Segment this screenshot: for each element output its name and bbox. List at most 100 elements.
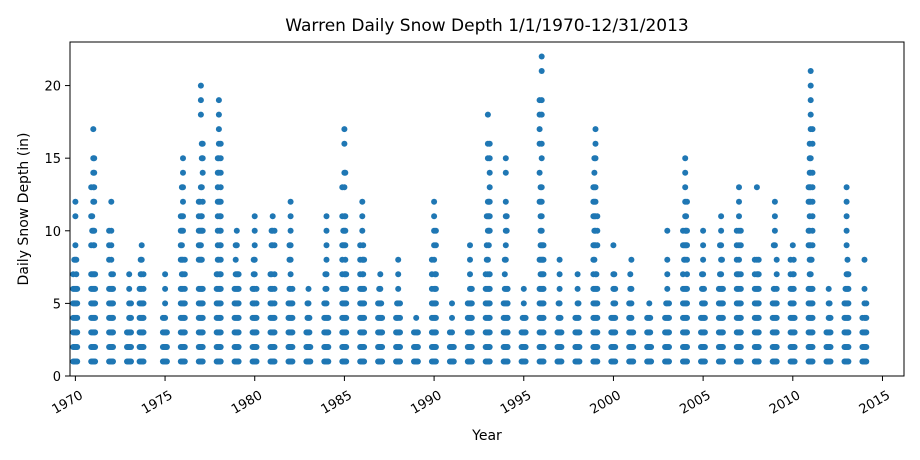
data-point — [359, 227, 366, 234]
data-point — [558, 329, 565, 336]
data-point — [432, 285, 439, 292]
data-point — [181, 344, 188, 350]
data-point — [736, 198, 742, 205]
data-point — [110, 329, 116, 336]
data-point — [666, 344, 672, 350]
data-point — [594, 242, 601, 249]
data-point — [108, 256, 115, 263]
data-point — [809, 227, 816, 234]
data-point — [468, 285, 475, 292]
data-point — [343, 344, 350, 350]
data-point — [91, 227, 98, 234]
data-point — [217, 256, 224, 263]
data-point — [180, 169, 186, 176]
data-point — [666, 329, 672, 336]
data-point — [162, 271, 169, 278]
data-point — [486, 358, 493, 365]
data-point — [504, 358, 511, 365]
chart-title: Warren Daily Snow Depth 1/1/1970-12/31/2… — [285, 16, 688, 36]
data-point — [379, 358, 386, 365]
data-point — [215, 111, 222, 118]
data-point — [592, 140, 599, 147]
data-point — [773, 271, 780, 278]
data-point — [501, 271, 508, 278]
data-point — [289, 285, 296, 292]
data-point — [432, 300, 439, 307]
x-tick-label: 1990 — [408, 388, 444, 418]
data-point — [556, 271, 563, 278]
data-point — [343, 314, 350, 321]
data-point — [379, 329, 386, 336]
data-point — [540, 314, 547, 321]
data-point — [251, 256, 258, 263]
data-point — [74, 358, 81, 365]
data-point — [307, 358, 314, 365]
data-point — [719, 329, 726, 336]
data-point — [592, 184, 599, 191]
data-point — [755, 344, 762, 350]
data-point — [861, 256, 868, 263]
data-point — [504, 344, 511, 350]
data-point — [628, 256, 635, 263]
data-point — [664, 256, 671, 263]
data-point — [450, 358, 457, 365]
data-point — [612, 300, 619, 307]
data-point — [503, 213, 510, 220]
data-point — [719, 358, 726, 365]
data-point — [92, 285, 99, 292]
data-point — [235, 300, 242, 307]
data-point — [863, 300, 870, 307]
data-point — [217, 227, 224, 234]
data-point — [414, 358, 421, 365]
data-point — [773, 256, 780, 263]
data-point — [361, 344, 368, 350]
data-point — [198, 213, 205, 220]
data-point — [718, 242, 725, 249]
data-point — [199, 169, 206, 176]
data-point — [684, 227, 690, 234]
data-point — [594, 285, 601, 292]
data-point — [199, 314, 206, 321]
data-point — [843, 227, 850, 234]
data-point — [540, 344, 547, 350]
data-point — [773, 344, 780, 350]
data-point — [343, 358, 350, 365]
data-point — [359, 213, 366, 220]
data-point — [790, 256, 797, 263]
data-point — [325, 314, 332, 321]
data-point — [486, 155, 493, 162]
data-point — [558, 358, 565, 365]
data-point — [91, 155, 98, 162]
data-point — [646, 300, 653, 307]
data-point — [449, 329, 455, 336]
x-axis-ticks: 1970 1975 1980 1985 1990 1995 2000 2005 2010 2015 — [50, 376, 893, 418]
data-point — [162, 300, 169, 307]
data-point — [843, 184, 850, 191]
data-point — [74, 314, 81, 321]
data-point — [737, 300, 744, 307]
data-point — [538, 227, 545, 234]
data-point — [594, 227, 601, 234]
data-point — [701, 314, 708, 321]
data-point — [771, 213, 778, 220]
data-point — [592, 198, 599, 205]
data-point — [719, 256, 725, 263]
data-point — [271, 300, 278, 307]
data-point — [682, 184, 689, 191]
data-point — [397, 329, 403, 336]
data-point — [594, 344, 601, 350]
data-point — [701, 300, 708, 307]
data-point — [199, 198, 206, 205]
data-point — [397, 358, 403, 365]
data-point — [538, 213, 545, 220]
data-point — [197, 242, 204, 249]
data-point — [395, 285, 402, 292]
data-point — [538, 111, 545, 118]
data-point — [306, 314, 313, 321]
data-point — [556, 256, 563, 263]
data-point — [809, 126, 816, 133]
data-point — [343, 300, 350, 307]
data-point — [397, 314, 403, 321]
data-point — [594, 314, 601, 321]
data-point — [504, 300, 511, 307]
